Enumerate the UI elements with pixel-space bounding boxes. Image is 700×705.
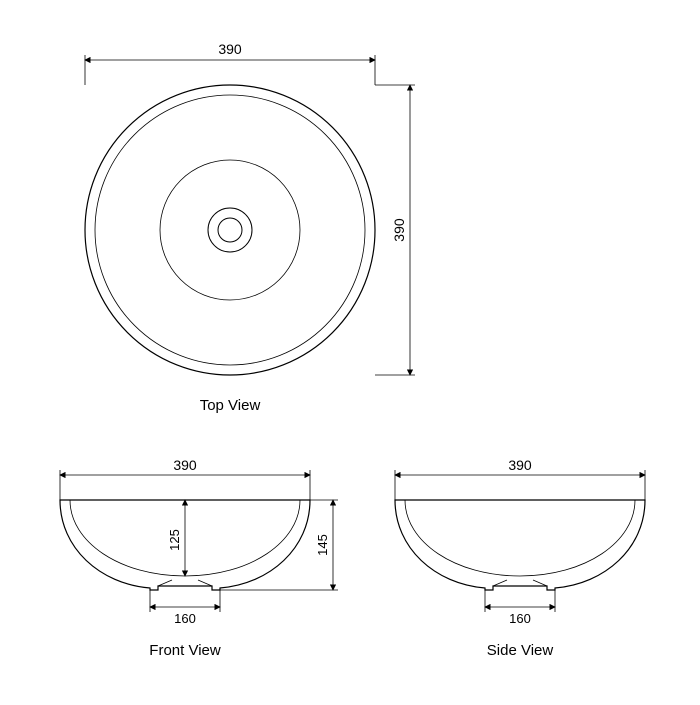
top-height-dim: 390 [391,218,407,242]
top-view: 390 390 Top View [85,41,415,414]
front-view-label: Front View [149,642,221,659]
side-view: 390 160 Side View [395,457,645,659]
top-width-dim: 390 [218,41,242,57]
side-view-label: Side View [487,642,554,659]
technical-drawing: 390 390 Top View 390 125 145 [0,0,700,700]
front-view: 390 125 145 160 Front View [60,457,338,659]
front-width-dim: 390 [173,457,197,473]
front-height-dim: 145 [315,534,330,556]
front-depth-dim: 125 [167,529,182,551]
front-base-dim: 160 [174,611,196,626]
side-base-dim: 160 [509,611,531,626]
top-view-label: Top View [200,397,261,414]
side-width-dim: 390 [508,457,532,473]
